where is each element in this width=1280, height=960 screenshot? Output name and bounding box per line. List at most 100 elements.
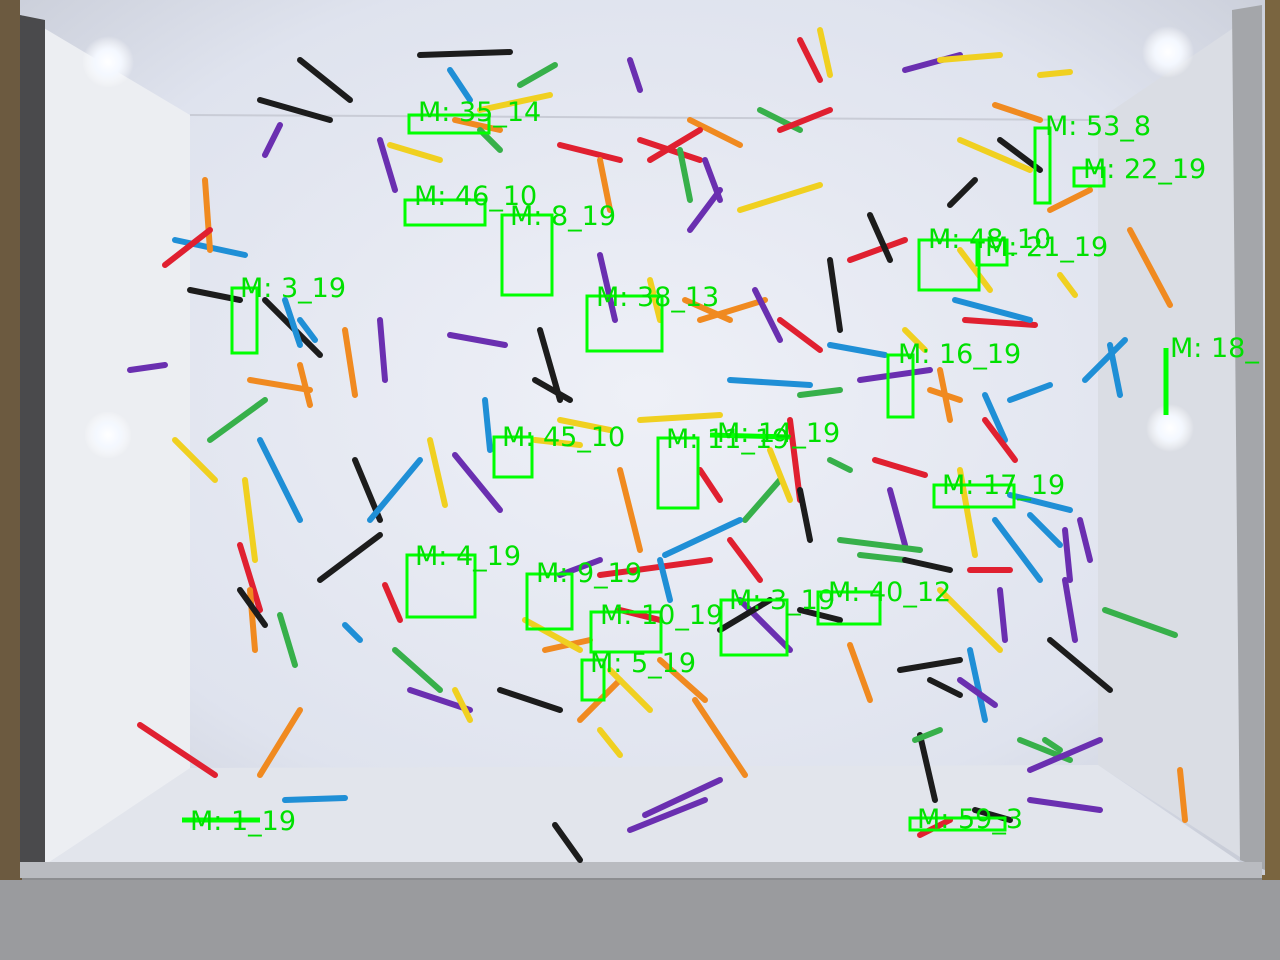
stick <box>1077 517 1093 563</box>
stick <box>297 57 353 103</box>
stick <box>1027 797 1103 813</box>
stick <box>737 182 823 213</box>
stick <box>662 517 743 558</box>
stick <box>242 477 258 563</box>
stick <box>897 657 963 673</box>
stick <box>247 587 258 653</box>
stick <box>687 187 723 233</box>
stick <box>947 177 978 208</box>
tray-floor <box>20 0 1265 875</box>
stick <box>417 49 513 58</box>
stick <box>677 147 693 203</box>
stick <box>867 212 893 263</box>
stick <box>557 417 613 433</box>
stick <box>827 457 853 473</box>
stick <box>937 52 1003 63</box>
light-reflection <box>82 36 134 88</box>
stick <box>382 582 403 623</box>
stick <box>377 137 398 193</box>
stick <box>532 437 583 448</box>
stick <box>597 727 623 758</box>
stick <box>777 317 823 353</box>
stick <box>367 457 423 523</box>
stick <box>317 532 383 583</box>
stick <box>282 795 348 803</box>
stick <box>137 722 218 778</box>
stick <box>887 487 908 548</box>
stick <box>657 557 673 603</box>
stick <box>962 317 1038 328</box>
stick <box>377 317 388 383</box>
stick <box>607 667 653 713</box>
stick <box>1007 382 1053 403</box>
stick <box>482 397 493 453</box>
stick <box>342 327 358 398</box>
stick <box>1027 512 1063 548</box>
stick <box>727 377 813 388</box>
stick <box>1057 272 1078 298</box>
stick <box>777 107 833 133</box>
stick <box>927 677 963 698</box>
stick <box>1027 737 1103 773</box>
stick <box>957 677 998 708</box>
stick <box>992 102 1043 123</box>
stick <box>282 297 303 348</box>
stick <box>162 227 213 268</box>
stick <box>692 697 748 778</box>
stick <box>847 237 908 263</box>
stick <box>797 487 813 543</box>
stick <box>787 417 803 503</box>
stick <box>262 122 283 158</box>
stick <box>847 642 873 703</box>
stick <box>997 587 1008 643</box>
stick <box>497 687 563 713</box>
stick <box>1102 607 1178 638</box>
stick <box>237 542 263 613</box>
stick <box>912 727 943 743</box>
stick <box>1177 767 1188 823</box>
stick <box>1127 227 1173 308</box>
stick <box>447 67 473 103</box>
stick <box>657 657 708 703</box>
stick <box>517 62 558 88</box>
stick <box>237 587 268 628</box>
stick <box>257 437 303 523</box>
stick <box>902 327 928 353</box>
stick <box>207 397 268 443</box>
stick <box>202 177 213 253</box>
stick <box>1107 342 1123 398</box>
stick <box>447 332 508 348</box>
stick <box>927 387 963 403</box>
stick <box>982 392 1008 443</box>
stick <box>872 457 928 478</box>
stick <box>342 622 363 643</box>
stick <box>257 707 303 778</box>
stick <box>537 327 563 403</box>
stick <box>642 777 723 818</box>
stick <box>127 362 168 373</box>
stick <box>297 317 318 343</box>
stick <box>727 537 763 583</box>
stick <box>617 467 643 553</box>
stick <box>427 437 448 508</box>
stick <box>257 97 333 123</box>
stick <box>647 127 703 163</box>
stick <box>597 157 613 213</box>
stick <box>392 647 443 693</box>
stick <box>387 142 443 163</box>
stick <box>477 92 553 113</box>
stick <box>697 467 723 503</box>
stick <box>687 117 743 148</box>
stick <box>697 297 768 323</box>
stick <box>902 557 953 573</box>
stick <box>627 57 643 93</box>
stick <box>297 362 313 408</box>
stick <box>982 417 1018 463</box>
stick <box>1037 69 1073 78</box>
stick <box>957 137 1033 173</box>
stick <box>767 447 793 503</box>
stick <box>857 552 908 563</box>
stick <box>532 377 573 403</box>
stick <box>952 297 1033 323</box>
